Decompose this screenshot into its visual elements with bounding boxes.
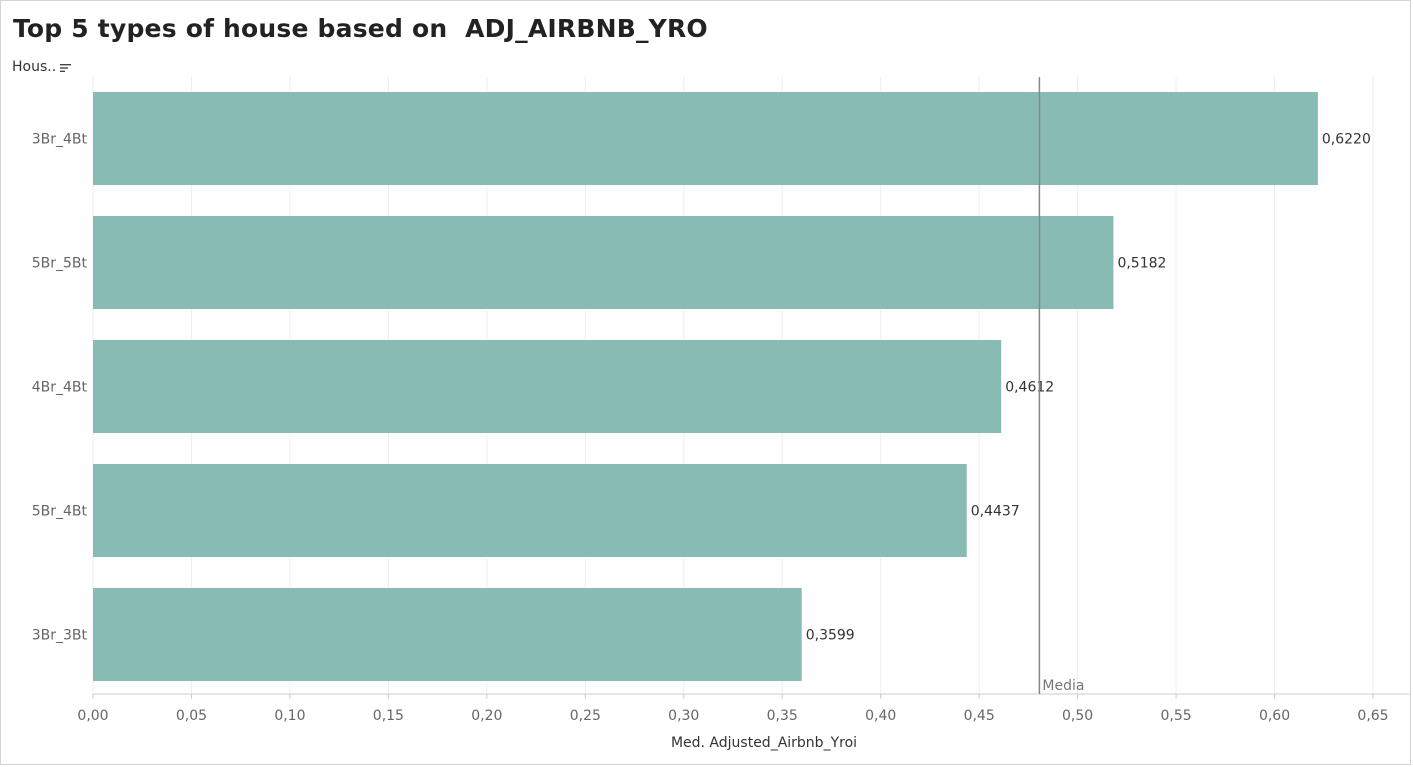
- bar-3br-4bt[interactable]: [93, 92, 1318, 185]
- x-tick-label: 0,55: [1160, 708, 1191, 724]
- x-tick-label: 0,15: [373, 708, 404, 724]
- bar-3br-3bt[interactable]: [93, 588, 802, 681]
- x-tick-label: 0,60: [1259, 708, 1290, 724]
- category-label: 4Br_4Bt: [32, 380, 88, 396]
- data-label: 0,4612: [1005, 380, 1054, 396]
- category-label: 3Br_4Bt: [32, 132, 88, 148]
- reference-line-label: Media: [1042, 678, 1084, 694]
- row-field-label[interactable]: Hous..: [12, 59, 57, 75]
- x-tick-label: 0,00: [77, 708, 108, 724]
- x-tick-label: 0,05: [176, 708, 207, 724]
- x-tick-label: 0,65: [1357, 708, 1388, 724]
- data-label: 0,4437: [971, 504, 1020, 520]
- bar-5br-4bt[interactable]: [93, 464, 967, 557]
- category-label: 5Br_4Bt: [32, 504, 88, 520]
- x-tick-label: 0,30: [668, 708, 699, 724]
- x-tick-label: 0,20: [471, 708, 502, 724]
- sort-icon[interactable]: [60, 63, 72, 73]
- x-tick-label: 0,45: [964, 708, 995, 724]
- x-axis-title: Med. Adjusted_Airbnb_Yroi: [671, 735, 857, 751]
- bars: [93, 92, 1318, 681]
- x-tick-label: 0,25: [570, 708, 601, 724]
- data-label: 0,5182: [1117, 256, 1166, 272]
- bar-4br-4bt[interactable]: [93, 340, 1002, 433]
- x-tick-label: 0,40: [865, 708, 896, 724]
- x-tick-label: 0,35: [767, 708, 798, 724]
- x-tick-label: 0,50: [1062, 708, 1093, 724]
- chart-title: Top 5 types of house based on ADJ_AIRBNB…: [13, 14, 708, 43]
- category-label: 3Br_3Bt: [32, 628, 88, 644]
- bar-5br-5bt[interactable]: [93, 216, 1114, 309]
- x-tick-label: 0,10: [274, 708, 305, 724]
- data-label: 0,3599: [806, 628, 855, 644]
- x-axis-ticks: 0,00 0,05 0,10 0,15 0,20 0,25 0,30 0,35 0,40 0,45…: [77, 694, 1389, 724]
- category-labels: 3Br_4Bt 5Br_5Bt 4Br_4Bt 5Br_4Bt 3Br_3Bt: [32, 132, 88, 644]
- data-labels: 0,6220 0,5182 0,4612 0,4437 0,3599: [806, 132, 1371, 644]
- data-label: 0,6220: [1322, 132, 1371, 148]
- category-label: 5Br_5Bt: [32, 256, 88, 272]
